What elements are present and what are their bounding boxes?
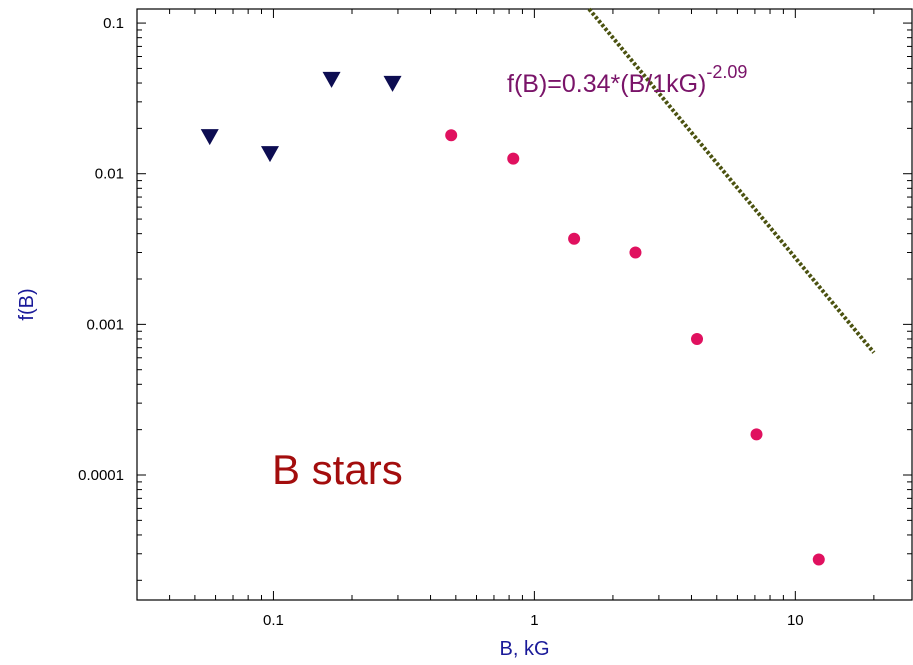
fit-equation-base: f(B)=0.34*(B/1kG) xyxy=(507,70,706,98)
fit-line-group xyxy=(587,7,876,354)
plot-frame xyxy=(136,8,913,601)
triangle-point xyxy=(260,146,279,163)
fit-equation-label: f(B)=0.34*(B/1kG)-2.09 xyxy=(507,62,747,98)
circle-point xyxy=(568,232,581,245)
y-tick-label: 0.01 xyxy=(95,166,124,183)
triangle-point xyxy=(383,75,402,92)
y-axis-label: f(B) xyxy=(16,288,38,320)
circle-point xyxy=(507,152,520,165)
y-tick-label: 0.1 xyxy=(103,15,124,32)
x-tick-label: 1 xyxy=(530,612,538,629)
axes: 0.1 1 10 0.1 0.01 0.001 0.0001 xyxy=(78,8,913,629)
circle-point xyxy=(812,553,825,566)
y-tick-label: 0.0001 xyxy=(78,467,124,484)
annotation-b-stars: B stars xyxy=(272,446,403,493)
x-tick-label: 0.1 xyxy=(263,612,284,629)
x-axis-label: B, kG xyxy=(499,638,549,660)
circle-point xyxy=(750,428,763,441)
circle-point xyxy=(691,332,704,345)
circle-point xyxy=(629,246,642,259)
circle-point xyxy=(445,129,458,142)
triangle-point xyxy=(322,71,341,88)
y-tick-label: 0.001 xyxy=(86,316,124,333)
data-points xyxy=(200,71,825,566)
fit-line xyxy=(587,7,876,354)
x-tick-label: 10 xyxy=(787,612,804,629)
triangle-point xyxy=(200,129,219,146)
fit-equation-exponent: -2.09 xyxy=(706,62,747,82)
